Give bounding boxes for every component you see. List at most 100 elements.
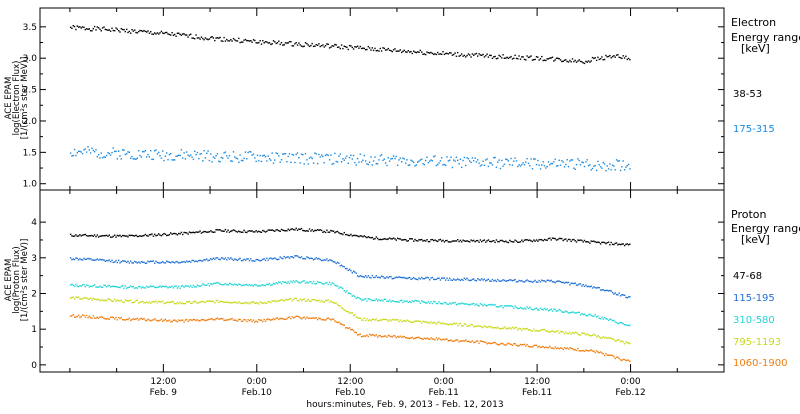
data-point [422,53,424,55]
data-point [87,284,89,286]
data-point [494,279,496,281]
data-point [175,260,177,263]
data-point [441,302,443,305]
data-point [348,292,351,294]
data-point [426,239,428,241]
data-point [521,329,523,331]
data-point [527,280,530,282]
data-point [558,332,560,334]
data-point [302,229,304,232]
data-point [143,261,145,264]
data-point [130,285,132,287]
data-point [405,320,407,322]
data-point [198,320,200,322]
data-point [238,161,240,163]
data-point [573,282,575,285]
data-point [397,300,399,303]
data-point [291,228,293,230]
data-point [415,51,417,54]
data-point [431,238,434,241]
data-point [71,258,73,261]
data-point [69,26,72,28]
data-point [124,299,126,301]
data-point [541,55,543,58]
data-point [284,298,287,301]
data-point [355,316,357,318]
data-point [116,261,118,264]
data-point [367,275,369,277]
data-point [446,239,448,242]
data-point [364,319,367,322]
data-point [601,289,603,291]
data-point [187,320,189,323]
data-point [455,322,458,325]
data-point [346,290,348,292]
data-point [271,152,273,154]
data-point [212,257,215,259]
data-point [230,302,232,304]
data-point [348,327,351,329]
data-point [427,162,430,164]
data-point [147,302,149,304]
data-point [533,328,535,330]
data-point [219,36,221,39]
data-point [406,277,408,280]
data-point [582,332,584,334]
data-point [386,319,388,321]
x-tick-label-date: Feb.10 [242,388,273,398]
data-point [335,321,337,323]
data-point [267,301,269,303]
data-point [486,326,488,329]
data-point [214,39,216,42]
data-point [97,154,100,156]
data-point [533,280,535,283]
data-point [339,265,341,267]
data-point [599,243,602,245]
data-point [507,327,510,329]
data-point [120,316,122,319]
data-point [451,54,454,56]
data-point [406,319,408,321]
data-point [501,57,503,59]
data-point [228,301,231,304]
data-point [470,279,472,282]
data-point [557,165,559,167]
data-point [180,231,183,234]
data-point [140,317,143,320]
data-point [545,346,547,348]
data-point [602,353,604,355]
data-point [270,229,272,231]
data-point [215,229,217,231]
data-point [343,290,345,292]
data-point [501,342,503,345]
data-point [286,318,288,320]
data-point [418,160,420,162]
data-point [593,315,595,317]
data-point [279,43,281,46]
data-point [413,338,415,340]
data-point [124,30,126,33]
data-point [449,52,451,54]
data-point [469,54,471,56]
data-point [384,49,387,51]
data-point [187,233,189,235]
data-point [599,58,602,60]
data-point [162,320,164,322]
data-point [238,230,240,232]
data-point [89,152,92,154]
data-point [466,54,468,57]
data-point [172,261,175,263]
data-point [315,153,317,155]
data-point [191,37,193,39]
data-point [280,283,283,285]
data-point [119,286,121,289]
data-point [251,284,253,286]
data-point [378,320,380,322]
data-point [150,320,152,322]
data-point [434,155,436,157]
data-point [326,300,328,302]
data-point [582,313,584,316]
data-point [465,164,467,167]
data-point [343,45,345,47]
data-point [168,301,171,304]
